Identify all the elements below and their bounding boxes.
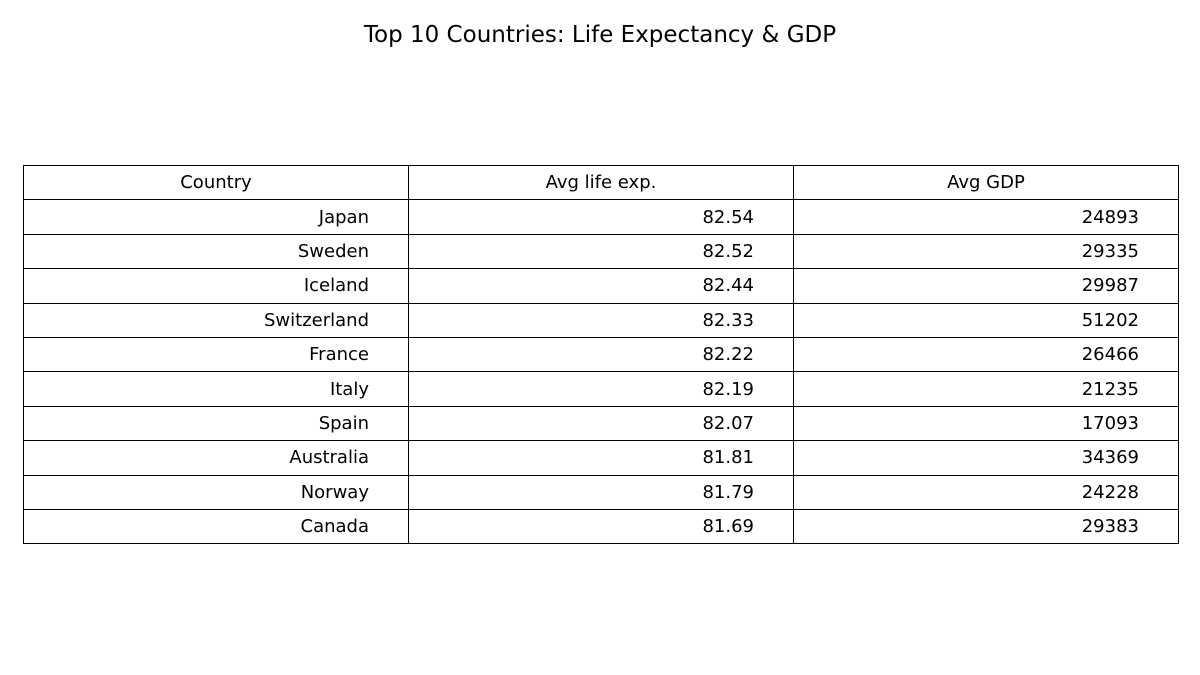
cell-gdp: 24893 xyxy=(793,199,1179,235)
cell-life-exp: 81.79 xyxy=(408,474,794,510)
cell-gdp: 51202 xyxy=(793,302,1179,338)
cell-life-exp: 82.33 xyxy=(408,302,794,338)
column-header-life-exp: Avg life exp. xyxy=(408,164,794,201)
cell-gdp: 26466 xyxy=(793,336,1179,373)
cell-gdp: 29383 xyxy=(793,508,1179,545)
cell-life-exp: 82.52 xyxy=(408,233,794,270)
table-row: Canada 81.69 29383 xyxy=(23,508,1179,545)
cell-country: Switzerland xyxy=(23,302,409,338)
cell-gdp: 34369 xyxy=(793,440,1179,476)
table-row: France 82.22 26466 xyxy=(23,336,1179,373)
cell-gdp: 29335 xyxy=(793,233,1179,270)
cell-life-exp: 82.54 xyxy=(408,199,794,235)
cell-country: Sweden xyxy=(23,233,409,270)
table-body: Japan 82.54 24893 Sweden 82.52 29335 Iceland 82… xyxy=(23,199,1179,545)
table-row: Australia 81.81 34369 xyxy=(23,440,1179,476)
cell-life-exp: 81.69 xyxy=(408,508,794,545)
table-row: Norway 81.79 24228 xyxy=(23,474,1179,510)
cell-country: Canada xyxy=(23,508,409,545)
cell-gdp: 17093 xyxy=(793,405,1179,442)
column-header-gdp: Avg GDP xyxy=(793,164,1179,201)
cell-life-exp: 82.07 xyxy=(408,405,794,442)
cell-country: Norway xyxy=(23,474,409,510)
column-header-country: Country xyxy=(23,164,409,201)
cell-country: Japan xyxy=(23,199,409,235)
cell-life-exp: 82.19 xyxy=(408,371,794,407)
cell-country: Australia xyxy=(23,440,409,476)
cell-country: Spain xyxy=(23,405,409,442)
table-header-row: Country Avg life exp. Avg GDP xyxy=(23,164,1179,201)
chart-title: Top 10 Countries: Life Expectancy & GDP xyxy=(363,22,837,48)
cell-gdp: 24228 xyxy=(793,474,1179,510)
table-row: Japan 82.54 24893 xyxy=(23,199,1179,235)
table-row: Italy 82.19 21235 xyxy=(23,371,1179,407)
table-row: Spain 82.07 17093 xyxy=(23,405,1179,442)
cell-gdp: 29987 xyxy=(793,268,1179,304)
cell-life-exp: 82.22 xyxy=(408,336,794,373)
cell-country: France xyxy=(23,336,409,373)
cell-life-exp: 81.81 xyxy=(408,440,794,476)
table-row: Sweden 82.52 29335 xyxy=(23,233,1179,270)
cell-life-exp: 82.44 xyxy=(408,268,794,304)
table-row: Switzerland 82.33 51202 xyxy=(23,302,1179,338)
cell-country: Iceland xyxy=(23,268,409,304)
cell-country: Italy xyxy=(23,371,409,407)
cell-gdp: 21235 xyxy=(793,371,1179,407)
data-table: Country Avg life exp. Avg GDP Japan 82.54… xyxy=(23,164,1179,545)
table-row: Iceland 82.44 29987 xyxy=(23,268,1179,304)
